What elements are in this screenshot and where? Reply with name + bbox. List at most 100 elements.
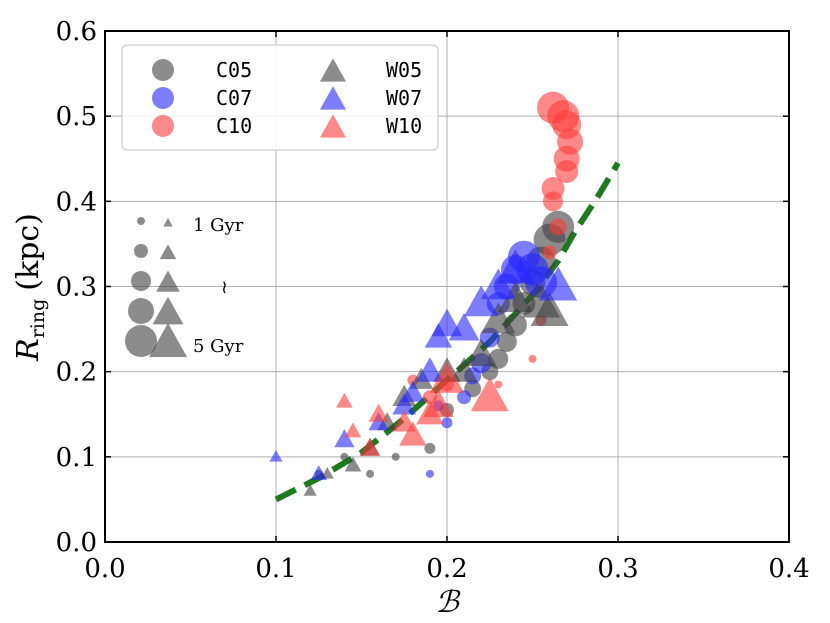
data-point xyxy=(528,354,537,363)
y-tick-label: 0.1 xyxy=(56,443,97,473)
legend-item-W05: W05 xyxy=(319,58,422,82)
data-point xyxy=(450,357,478,382)
series-W07 xyxy=(269,249,578,480)
y-tick-label: 0.6 xyxy=(56,17,97,47)
data-point xyxy=(392,393,417,415)
legend-marker xyxy=(152,87,174,109)
data-point xyxy=(344,422,362,438)
legend-label: C10 xyxy=(216,114,252,138)
data-point xyxy=(494,380,503,389)
y-axis-label: Rring (kpc) xyxy=(11,213,49,362)
data-point xyxy=(431,308,463,337)
data-point xyxy=(542,245,557,260)
legend-marker xyxy=(319,86,347,110)
size-legend: 1 Gyr ≀ 5 Gyr xyxy=(125,215,244,357)
size-legend-range-mark: ≀ xyxy=(221,277,228,298)
data-point xyxy=(549,218,567,236)
size-legend-circle xyxy=(134,244,148,258)
data-point xyxy=(441,417,453,429)
size-legend-triangle xyxy=(149,323,187,357)
legend: C05 C07 C10 W05 W07 W10 xyxy=(121,44,439,151)
legend-item-C10: C10 xyxy=(152,114,252,138)
size-legend-triangle xyxy=(159,244,177,260)
data-point xyxy=(399,421,427,446)
data-point xyxy=(463,285,499,317)
x-tick-label: 0.1 xyxy=(255,554,296,584)
series-W10 xyxy=(336,362,509,456)
tick-labels: 0.0 0.1 0.2 0.3 0.4 0.0 0.1 0.2 0.3 0.4 0.5 0.6 xyxy=(56,17,810,584)
axis-ticks xyxy=(104,30,790,543)
x-tick-label: 0.0 xyxy=(84,554,125,584)
data-point xyxy=(448,312,480,341)
data-point xyxy=(457,390,472,405)
data-point xyxy=(530,292,569,327)
legend-label: C07 xyxy=(216,86,252,110)
data-point xyxy=(416,357,444,382)
legend-box xyxy=(121,44,439,151)
data-point xyxy=(425,469,434,478)
data-point xyxy=(269,449,283,462)
legend-marker xyxy=(319,114,347,138)
legend-label: W07 xyxy=(386,86,422,110)
data-point xyxy=(498,281,533,312)
data-point xyxy=(470,377,509,412)
svg-text:Rring(kpc): Rring (kpc) xyxy=(11,213,49,362)
legend-marker xyxy=(152,115,174,137)
data-point xyxy=(424,442,436,454)
y-tick-label: 0.0 xyxy=(56,528,97,558)
data-point xyxy=(368,403,389,422)
legend-label: W05 xyxy=(386,58,422,82)
size-legend-triangle xyxy=(152,296,184,325)
data-point xyxy=(310,465,328,480)
legend-item-C05: C05 xyxy=(152,58,252,82)
data-point xyxy=(366,469,375,478)
data-point xyxy=(429,362,465,393)
y-axis-label-unit: (kpc) xyxy=(11,213,46,291)
legend-label: C05 xyxy=(216,58,252,82)
size-legend-max-label: 5 Gyr xyxy=(193,336,244,357)
x-tick-label: 0.4 xyxy=(768,554,809,584)
size-legend-circle xyxy=(137,217,145,225)
data-point xyxy=(541,177,565,201)
x-axis-label: ℬ xyxy=(435,585,461,620)
data-point xyxy=(423,389,454,418)
data-point xyxy=(334,429,355,448)
legend-marker xyxy=(319,58,347,82)
data-point xyxy=(465,338,497,367)
data-point xyxy=(344,456,362,472)
data-point xyxy=(539,266,578,301)
data-point xyxy=(496,331,517,352)
size-legend-circle xyxy=(125,325,157,357)
legend-marker xyxy=(152,59,174,81)
size-legend-triangle xyxy=(156,270,180,292)
legend-item-C07: C07 xyxy=(152,86,252,110)
legend-entries: C05 C07 C10 W05 W07 W10 xyxy=(152,58,422,138)
data-point xyxy=(537,91,570,124)
y-tick-label: 0.2 xyxy=(56,358,97,388)
data-point xyxy=(496,249,535,284)
series-C10 xyxy=(407,91,584,405)
size-legend-triangle xyxy=(163,218,173,227)
legend-item-W10: W10 xyxy=(319,114,422,138)
y-axis-label-sub: ring xyxy=(27,299,49,339)
legend-label: W10 xyxy=(386,114,422,138)
data-point xyxy=(481,302,516,334)
x-tick-label: 0.3 xyxy=(597,554,638,584)
data-points xyxy=(269,91,584,496)
data-point xyxy=(303,484,317,496)
data-point xyxy=(400,380,425,402)
data-point xyxy=(481,268,516,300)
y-tick-label: 0.3 xyxy=(56,273,97,303)
size-legend-min-label: 1 Gyr xyxy=(193,215,244,236)
y-tick-label: 0.5 xyxy=(56,102,97,132)
y-tick-label: 0.4 xyxy=(56,187,97,217)
size-legend-circle xyxy=(131,271,151,291)
x-tick-label: 0.2 xyxy=(426,554,467,584)
data-point xyxy=(340,452,349,461)
data-point xyxy=(336,392,353,408)
data-point xyxy=(391,452,400,461)
y-axis-label-main: R xyxy=(11,338,46,362)
data-point xyxy=(359,437,381,456)
legend-item-W07: W07 xyxy=(319,86,422,110)
